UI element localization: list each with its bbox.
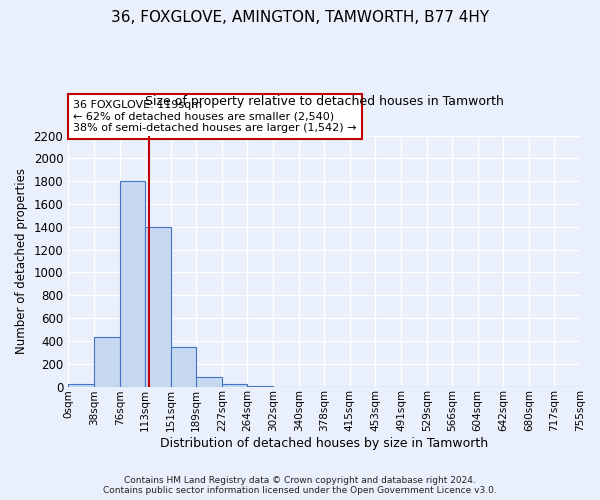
Bar xyxy=(145,227,170,386)
Bar xyxy=(94,338,119,386)
X-axis label: Distribution of detached houses by size in Tamworth: Distribution of detached houses by size … xyxy=(160,437,488,450)
Text: Contains HM Land Registry data © Crown copyright and database right 2024.
Contai: Contains HM Land Registry data © Crown c… xyxy=(103,476,497,495)
Y-axis label: Number of detached properties: Number of detached properties xyxy=(15,168,28,354)
Bar xyxy=(119,181,145,386)
Title: Size of property relative to detached houses in Tamworth: Size of property relative to detached ho… xyxy=(145,95,503,108)
Bar xyxy=(222,384,247,386)
Text: 36 FOXGLOVE: 119sqm
← 62% of detached houses are smaller (2,540)
38% of semi-det: 36 FOXGLOVE: 119sqm ← 62% of detached ho… xyxy=(73,100,357,133)
Bar xyxy=(68,384,94,386)
Text: 36, FOXGLOVE, AMINGTON, TAMWORTH, B77 4HY: 36, FOXGLOVE, AMINGTON, TAMWORTH, B77 4H… xyxy=(111,10,489,25)
Bar xyxy=(170,346,196,387)
Bar xyxy=(196,378,222,386)
